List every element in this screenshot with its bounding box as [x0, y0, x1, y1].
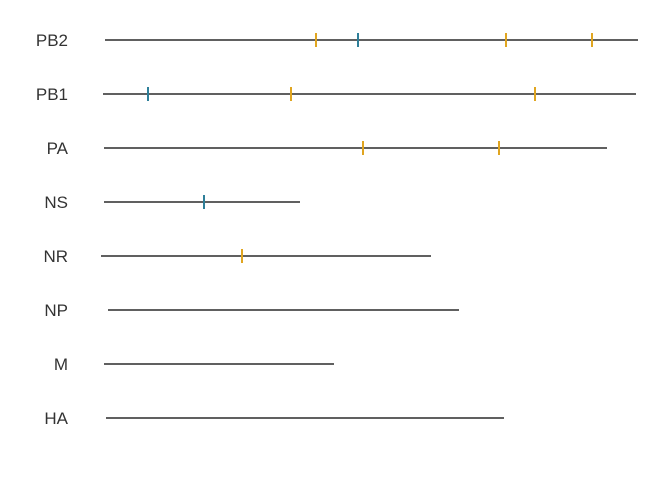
segment-row-pa: PA — [47, 139, 607, 158]
segment-label: PA — [47, 139, 69, 158]
segment-label: NR — [43, 247, 68, 266]
segment-label: PB1 — [36, 85, 68, 104]
segment-row-pb2: PB2 — [36, 31, 638, 50]
segment-label: PB2 — [36, 31, 68, 50]
segment-label: HA — [44, 409, 68, 428]
segment-row-np: NP — [44, 301, 459, 320]
segment-label: M — [54, 355, 68, 374]
segment-row-pb1: PB1 — [36, 85, 636, 104]
segment-row-m: M — [54, 355, 334, 374]
segment-label: NS — [44, 193, 68, 212]
segment-row-ns: NS — [44, 193, 300, 212]
segment-row-nr: NR — [43, 247, 431, 266]
segment-label: NP — [44, 301, 68, 320]
segment-row-ha: HA — [44, 409, 504, 428]
